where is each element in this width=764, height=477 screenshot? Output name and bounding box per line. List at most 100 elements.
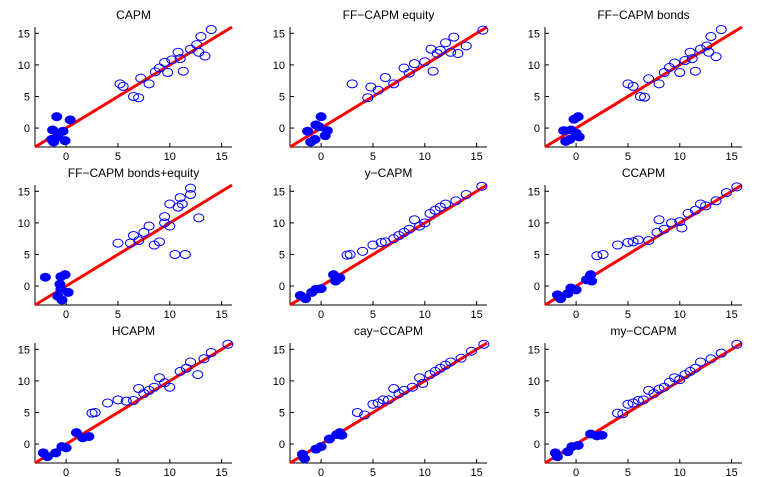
data-point-open xyxy=(679,55,691,65)
panel-title: HCAPM xyxy=(112,324,155,338)
x-tick-label: 15 xyxy=(216,151,228,163)
data-point-open xyxy=(195,31,207,41)
panel-title: FF−CAPM bonds xyxy=(597,8,689,22)
data-point-open xyxy=(684,47,696,57)
y-tick-label: 5 xyxy=(534,407,540,419)
data-point-open xyxy=(362,93,374,103)
panel-title: my−CCAPM xyxy=(610,324,676,338)
data-point-open xyxy=(450,196,462,206)
data-point-open xyxy=(153,373,165,383)
x-tick-label: 10 xyxy=(164,309,176,321)
data-point-open xyxy=(133,236,145,246)
data-point-open xyxy=(431,49,443,59)
y-tick-label: 10 xyxy=(528,60,540,72)
data-point-open xyxy=(715,25,727,35)
data-point-open xyxy=(689,363,701,373)
y-tick-label: 0 xyxy=(279,439,285,451)
data-point-filled xyxy=(315,284,327,294)
data-point-open xyxy=(114,79,126,89)
data-point-open xyxy=(128,231,139,241)
y-tick-label: 5 xyxy=(534,91,540,103)
data-point-open xyxy=(403,224,415,234)
x-tick-label: 10 xyxy=(419,151,431,163)
data-point-open xyxy=(460,189,472,199)
data-point-open xyxy=(445,357,457,367)
data-point-open xyxy=(710,52,722,62)
data-point-open xyxy=(731,339,743,349)
x-tick-label: 0 xyxy=(318,309,324,321)
data-point-filled xyxy=(313,122,325,132)
data-point-filled xyxy=(64,115,76,125)
data-point-open xyxy=(164,221,176,231)
data-point-open xyxy=(102,398,114,408)
data-point-open xyxy=(448,32,460,42)
data-point-filled xyxy=(59,136,71,146)
data-point-open xyxy=(674,217,686,227)
data-point-open xyxy=(682,208,694,218)
data-point-open xyxy=(128,395,139,405)
panel-9: my−CCAPM 0 5 10 15 0 5 10 15 xyxy=(528,324,743,477)
data-point-open xyxy=(344,249,356,259)
y-tick-label: 5 xyxy=(534,249,540,261)
data-point-open xyxy=(403,68,415,78)
data-point-open xyxy=(665,218,677,228)
data-point-open xyxy=(669,58,681,68)
data-point-filled xyxy=(586,276,598,286)
fit-line xyxy=(34,183,233,307)
data-point-filled xyxy=(51,112,63,122)
data-point-filled xyxy=(39,272,51,282)
y-tick-label: 10 xyxy=(18,376,30,388)
data-point-open xyxy=(128,91,139,101)
y-tick-label: 0 xyxy=(534,281,540,293)
y-tick-label: 15 xyxy=(528,28,540,40)
y-tick-label: 15 xyxy=(528,344,540,356)
data-point-open xyxy=(414,373,426,383)
data-point-open xyxy=(440,199,452,209)
data-point-filled xyxy=(570,128,582,138)
y-tick-label: 15 xyxy=(528,186,540,198)
panel-title: FF−CAPM bonds+equity xyxy=(68,166,199,180)
data-point-open xyxy=(166,55,178,65)
data-point-open xyxy=(465,346,477,356)
data-point-filled xyxy=(323,434,335,444)
panel-title: CAPM xyxy=(116,8,151,22)
y-tick-label: 15 xyxy=(273,28,285,40)
data-point-open xyxy=(695,357,707,367)
data-point-open xyxy=(346,79,358,89)
data-point-open xyxy=(622,237,634,247)
data-point-open xyxy=(169,249,181,259)
data-point-open xyxy=(159,57,171,67)
data-point-open xyxy=(133,383,145,393)
x-tick-label: 5 xyxy=(115,467,121,477)
x-tick-label: 0 xyxy=(573,467,579,477)
panel-2: FF−CAPM equity 0 5 10 15 0 5 10 15 xyxy=(273,8,489,163)
y-tick-label: 5 xyxy=(24,407,30,419)
x-tick-label: 5 xyxy=(115,151,121,163)
panel-8: cay−CCAPM 0 5 10 15 0 5 10 15 xyxy=(273,324,490,477)
data-point-open xyxy=(143,221,155,231)
y-tick-label: 10 xyxy=(273,376,285,388)
data-point-open xyxy=(715,348,727,358)
data-point-open xyxy=(440,38,452,48)
x-tick-label: 5 xyxy=(625,151,631,163)
y-tick-label: 10 xyxy=(273,60,285,72)
data-point-filled xyxy=(564,134,576,144)
y-tick-label: 5 xyxy=(279,91,285,103)
data-point-open xyxy=(408,215,420,225)
x-tick-label: 5 xyxy=(370,151,376,163)
panel-3: FF−CAPM bonds 0 5 10 15 0 5 10 15 xyxy=(528,8,743,163)
fit-line xyxy=(34,341,233,465)
x-tick-label: 5 xyxy=(370,309,376,321)
data-point-open xyxy=(455,353,467,363)
data-point-filled xyxy=(572,112,584,122)
panel-7: HCAPM 0 5 10 15 0 5 10 15 xyxy=(18,324,234,477)
data-point-filled xyxy=(83,431,95,441)
data-point-filled xyxy=(56,295,68,305)
data-point-open xyxy=(695,199,707,209)
fit-line xyxy=(544,183,743,307)
data-point-open xyxy=(686,54,698,64)
data-point-open xyxy=(406,382,418,392)
x-tick-label: 10 xyxy=(674,151,686,163)
data-point-open xyxy=(419,57,431,67)
data-point-open xyxy=(651,227,663,237)
